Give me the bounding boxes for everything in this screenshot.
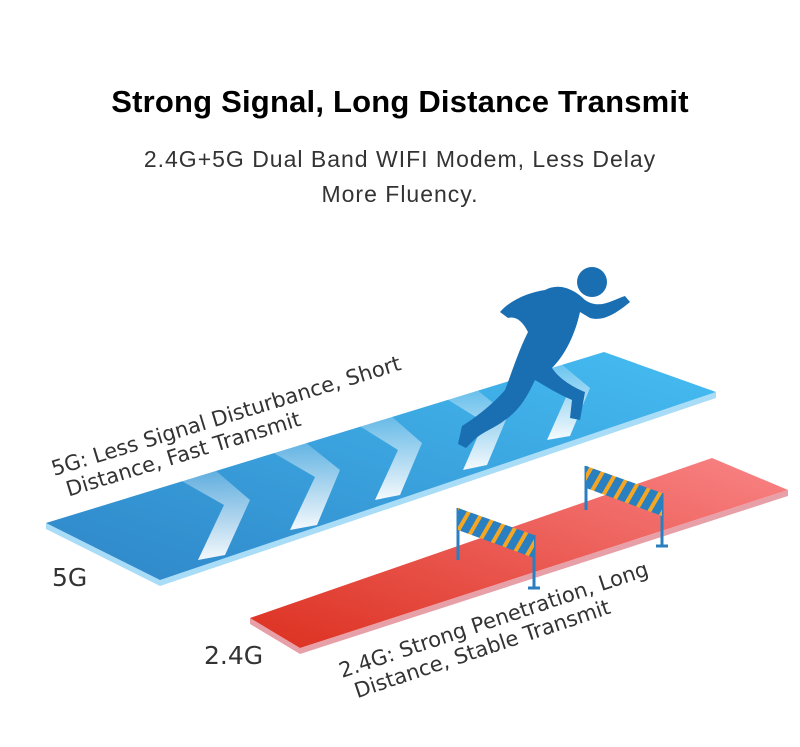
page-title: Strong Signal, Long Distance Transmit — [111, 84, 689, 119]
track-5g-label: 5G — [52, 563, 87, 592]
hurdle-icon — [584, 466, 668, 548]
track-2-4g-label: 2.4G — [204, 641, 263, 670]
hurdle-icon — [456, 508, 540, 590]
track-5g — [46, 352, 716, 586]
subtitle-line-2: More Fluency. — [321, 181, 479, 207]
runner-icon — [458, 267, 630, 448]
subtitle-line-1: 2.4G+5G Dual Band WIFI Modem, Less Delay — [143, 146, 657, 172]
